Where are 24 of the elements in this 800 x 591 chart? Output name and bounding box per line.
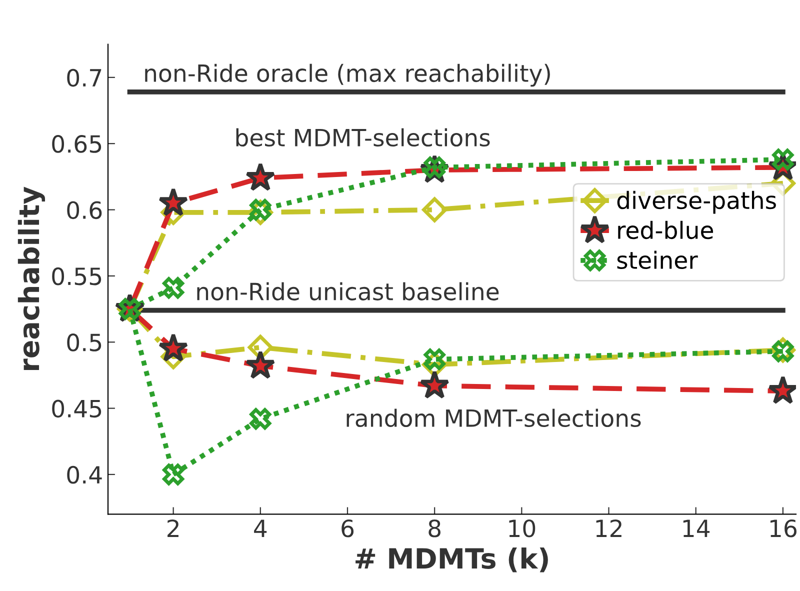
x-tick-label: 2 — [168, 519, 178, 537]
annotation: best MDMT-selections — [236, 128, 490, 147]
x-tick-label: 12 — [596, 519, 622, 537]
ref-line-label: non-Ride unicast baseline — [197, 282, 499, 300]
y-axis-title: reachability — [18, 186, 46, 370]
y-tick-label: 0.55 — [52, 267, 102, 286]
y-tick-label: 0.4 — [67, 466, 102, 484]
y-tick-label: 0.45 — [52, 400, 102, 418]
y-tick-label: 0.5 — [67, 334, 102, 352]
ref-line-label: non-Ride oracle (max reachability) — [145, 64, 550, 87]
y-tick-label: 0.7 — [67, 68, 102, 87]
x-tick-label: 16 — [770, 519, 796, 538]
x-tick-label: 6 — [342, 519, 354, 538]
legend-label: red-blue — [618, 220, 714, 240]
y-tick-label: 0.6 — [67, 201, 102, 220]
x-axis-title: # MDMTs (k) — [356, 547, 548, 572]
x-tick-label: 10 — [509, 519, 536, 538]
annotation: random MDMT-selections — [346, 408, 641, 428]
legend-label: diverse-paths — [617, 190, 776, 214]
legend-label: steiner — [617, 250, 698, 270]
x-tick-label: 14 — [683, 520, 710, 537]
y-tick-label: 0.65 — [52, 135, 102, 153]
x-tick-label: 4 — [254, 520, 267, 537]
x-tick-label: 8 — [428, 519, 440, 538]
